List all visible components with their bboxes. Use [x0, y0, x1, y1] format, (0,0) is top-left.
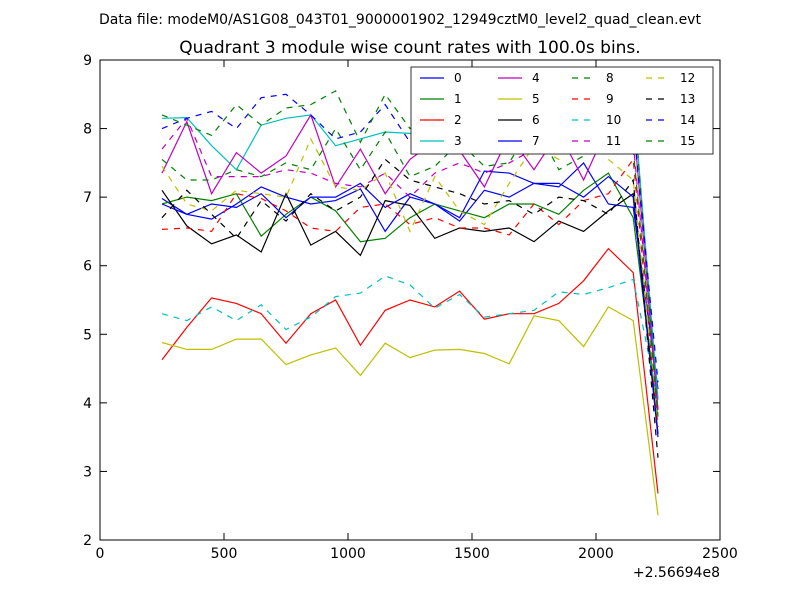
legend-label-11: 11 [606, 134, 621, 148]
series-line-10 [161, 275, 659, 400]
chart-title: Quadrant 3 module wise count rates with … [179, 38, 640, 58]
y-tick-label: 7 [83, 190, 92, 206]
series-line-6 [161, 189, 659, 434]
legend-label-12: 12 [680, 71, 695, 85]
legend-label-15: 15 [680, 134, 695, 148]
legend-box [410, 66, 714, 155]
legend-label-5: 5 [532, 92, 540, 106]
legend-label-3: 3 [454, 134, 462, 148]
x-tick-label: 1000 [330, 546, 366, 562]
y-tick-label: 5 [83, 327, 92, 343]
series-line-0 [161, 161, 659, 390]
legend-label-10: 10 [606, 113, 621, 127]
series-line-9 [161, 157, 659, 427]
legend-label-6: 6 [532, 113, 540, 127]
plot-area: 0 500 1000 1500 2000 2500 2 3 4 5 6 7 8 9 [83, 53, 738, 562]
legend-label-1: 1 [454, 92, 462, 106]
legend-label-13: 13 [680, 92, 695, 106]
series-line-12 [161, 99, 659, 421]
legend-label-9: 9 [606, 92, 614, 106]
axes-frame [99, 59, 721, 541]
suptitle: Data file: modeM0/AS1G08_043T01_90000019… [99, 12, 701, 28]
y-tick-label: 2 [83, 533, 92, 549]
series-line-5 [161, 306, 659, 516]
series-line-1 [161, 172, 659, 417]
series-line-7 [161, 170, 659, 438]
y-tick-label: 8 [83, 122, 92, 138]
legend-label-8: 8 [606, 71, 614, 85]
legend-label-4: 4 [532, 71, 540, 85]
legend-label-14: 14 [680, 113, 695, 127]
x-offset-label: +2.56694e8 [633, 565, 720, 581]
x-tick-label: 1500 [454, 546, 490, 562]
series-line-2 [161, 247, 659, 494]
series-line-11 [161, 96, 659, 410]
legend-label-2: 2 [454, 113, 462, 127]
legend-label-7: 7 [532, 134, 540, 148]
y-tick-label: 3 [83, 464, 92, 480]
x-tick-label: 2500 [702, 546, 738, 562]
y-tick-label: 9 [83, 53, 92, 69]
x-tick-label: 500 [211, 546, 238, 562]
y-tick-label: 6 [83, 259, 92, 275]
x-tick-label: 0 [96, 546, 105, 562]
y-tick-label: 4 [83, 396, 92, 412]
series-line-4 [161, 113, 659, 410]
series-line-13 [161, 158, 659, 458]
x-tick-label: 2000 [578, 546, 614, 562]
legend-label-0: 0 [454, 71, 462, 85]
